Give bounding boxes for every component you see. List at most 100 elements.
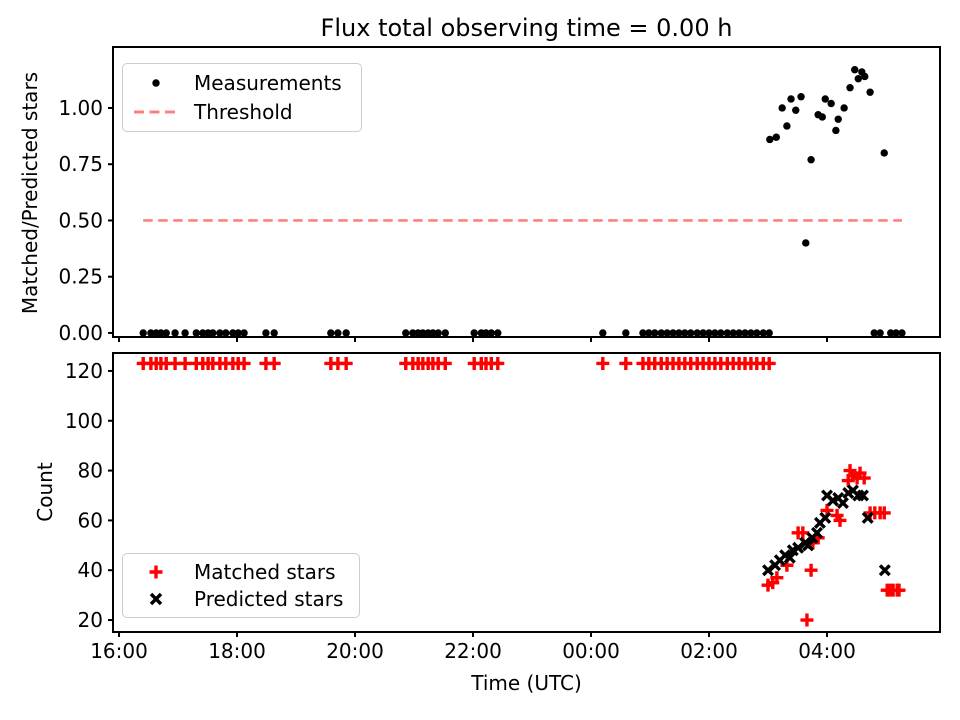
- data-point-plus: [267, 356, 281, 370]
- data-point-x: [810, 526, 823, 539]
- data-point-dot: [705, 329, 713, 337]
- data-point-dot: [783, 122, 791, 130]
- panel: 16:00 18:00 20:00 22:00 00:00 02:00 04:00 20 40 6…: [65, 352, 941, 663]
- data-point-dot: [216, 329, 224, 337]
- data-point-dot: [880, 149, 888, 157]
- data-point-plus: [619, 356, 633, 370]
- data-point-dot: [802, 239, 810, 247]
- data-point-dot: [681, 329, 689, 337]
- x-axis-label: Time (UTC): [471, 671, 582, 695]
- data-point-dot: [675, 329, 683, 337]
- data-point-x: [819, 511, 832, 524]
- data-point-dot: [711, 329, 719, 337]
- data-point-dot: [209, 329, 217, 337]
- data-point-dot: [747, 329, 755, 337]
- data-point-dot: [494, 329, 502, 337]
- data-point-dot: [599, 329, 607, 337]
- data-point-x: [802, 539, 815, 552]
- legend-label: Predicted stars: [194, 586, 344, 611]
- legend-item-predicted-stars: Predicted stars: [133, 586, 349, 613]
- data-point-dot: [192, 329, 201, 337]
- legend-item-matched-stars: Matched stars: [133, 559, 349, 586]
- data-point-x: [783, 551, 796, 564]
- data-point-plus: [770, 571, 784, 585]
- data-point-dot: [234, 329, 242, 337]
- data-point-dot: [866, 88, 874, 96]
- data-point-x: [857, 489, 870, 502]
- plus-marker-icon: [133, 564, 179, 580]
- x-tick-label: 22:00: [444, 639, 502, 663]
- data-point-plus: [491, 356, 505, 370]
- data-point-plus: [877, 506, 891, 520]
- y-tick-label: 20: [78, 608, 103, 632]
- data-point-plus: [833, 513, 847, 527]
- data-point-dot: [892, 329, 900, 337]
- data-point-dot: [270, 329, 278, 337]
- bottom-legend: Matched stars Predicted stars: [122, 553, 360, 618]
- data-point-dot: [645, 329, 653, 337]
- x-tick-label: 04:00: [798, 639, 856, 663]
- legend-item-measurements: Measurements: [133, 69, 351, 98]
- y-tick-label: 120: [65, 359, 103, 383]
- bottom-y-axis-label: Count: [33, 462, 57, 522]
- data-point-dot: [657, 329, 665, 337]
- data-point-dot: [162, 329, 170, 337]
- dashed-line-icon: [133, 109, 179, 115]
- x-tick-label: 16:00: [90, 639, 148, 663]
- data-point-dot: [729, 329, 737, 337]
- data-point-dot: [139, 329, 147, 337]
- data-point-plus: [892, 583, 906, 597]
- data-point-dot: [827, 99, 835, 108]
- data-point-dot: [651, 329, 659, 337]
- data-point-dot: [199, 329, 207, 337]
- data-point-dot: [157, 329, 165, 337]
- data-point-plus: [237, 356, 251, 370]
- data-point-dot: [409, 329, 417, 337]
- data-point-dot: [723, 329, 732, 337]
- data-point-dot: [663, 329, 671, 337]
- data-point-dot: [262, 329, 270, 337]
- data-point-dot: [818, 113, 826, 121]
- data-point-dot: [876, 329, 884, 337]
- data-point-dot: [687, 329, 695, 337]
- data-point-x: [836, 496, 849, 509]
- data-point-dot: [470, 329, 478, 337]
- top-legend: Measurements Threshold: [122, 63, 362, 132]
- data-point-dot: [482, 329, 490, 337]
- data-point-dot: [832, 126, 840, 135]
- data-point-dot: [741, 329, 749, 337]
- x-tick-label: 00:00: [562, 639, 620, 663]
- data-point-dot: [807, 156, 815, 164]
- chart-title: Flux total observing time = 0.00 h: [320, 14, 733, 42]
- data-point-plus: [857, 471, 871, 485]
- data-point-dot: [429, 329, 437, 337]
- data-point-x: [861, 511, 874, 524]
- y-tick-label: 1.00: [58, 96, 103, 120]
- legend-label: Matched stars: [194, 560, 336, 585]
- data-point-dot: [181, 329, 189, 337]
- y-tick-label: 0.00: [58, 321, 103, 345]
- y-tick-label: 0.25: [58, 265, 103, 289]
- data-point-dot: [222, 329, 230, 337]
- data-point-dot: [229, 329, 237, 337]
- data-point-dot: [327, 329, 335, 337]
- data-point-dot: [735, 329, 743, 337]
- data-point-dot: [434, 329, 442, 337]
- data-point-dot: [419, 329, 427, 337]
- top-y-axis-label: Matched/Predicted stars: [18, 71, 42, 315]
- data-point-dot: [753, 329, 761, 337]
- series-predicted-stars: [762, 484, 891, 577]
- y-tick-label: 0.50: [58, 208, 103, 232]
- data-point-dot: [402, 329, 410, 337]
- data-point-dot: [821, 95, 829, 103]
- data-point-plus: [339, 356, 353, 370]
- y-tick-label: 0.75: [58, 152, 103, 176]
- axes-frame: [112, 352, 941, 633]
- data-point-dot: [147, 329, 155, 337]
- data-point-dot: [766, 135, 774, 144]
- data-point-plus: [438, 356, 452, 370]
- data-point-dot: [342, 329, 350, 337]
- data-point-dot: [622, 329, 630, 337]
- data-point-dot: [669, 329, 677, 337]
